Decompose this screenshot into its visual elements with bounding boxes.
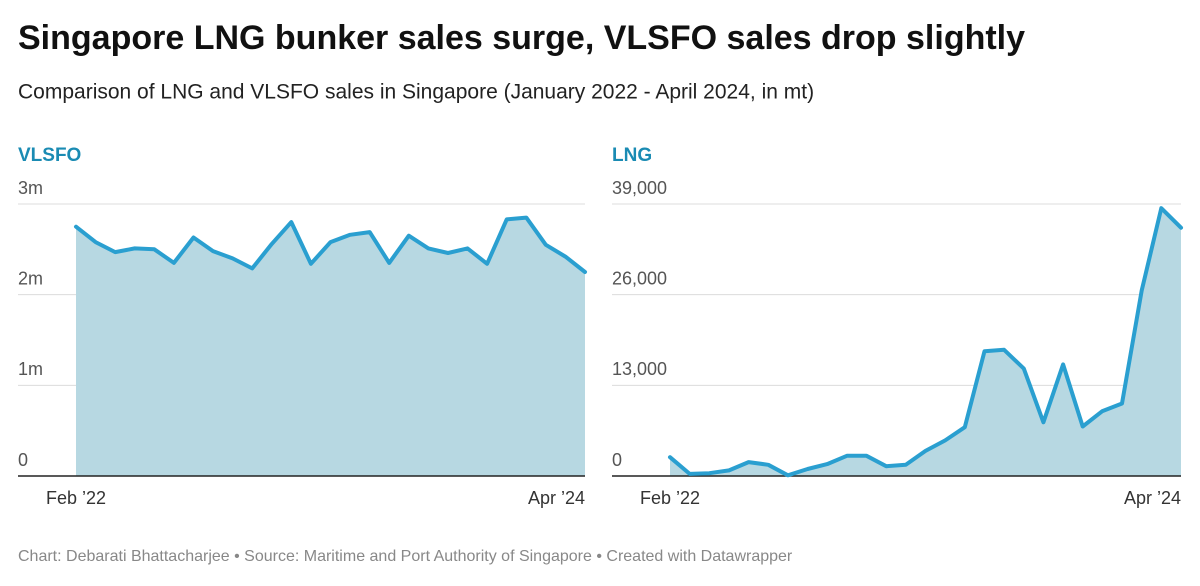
line [668, 206, 1183, 478]
y-tick-label: 3m [18, 178, 43, 198]
area [670, 208, 1181, 476]
y-tick-label: 1m [18, 359, 43, 379]
panel-title: LNG [612, 145, 652, 166]
x-tick-label: Feb ’22 [46, 488, 106, 508]
y-tick-label: 13,000 [612, 359, 667, 379]
y-tick-label: 26,000 [612, 268, 667, 288]
x-tick-label: Apr ’24 [1124, 488, 1181, 508]
footer: Chart: Debarati Bhattacharjee • Source: … [18, 548, 793, 565]
y-tick-label: 39,000 [612, 178, 667, 198]
y-tick-label: 2m [18, 268, 43, 288]
line [74, 215, 587, 274]
area [76, 217, 585, 476]
y-tick-label: 0 [18, 450, 28, 470]
panel-title: VLSFO [18, 145, 81, 166]
x-tick-label: Feb ’22 [640, 488, 700, 508]
chart-subtitle: Comparison of LNG and VLSFO sales in Sin… [18, 81, 814, 104]
x-tick-label: Apr ’24 [528, 488, 585, 508]
chart-title: Singapore LNG bunker sales surge, VLSFO … [18, 19, 1025, 57]
y-tick-label: 0 [612, 450, 622, 470]
